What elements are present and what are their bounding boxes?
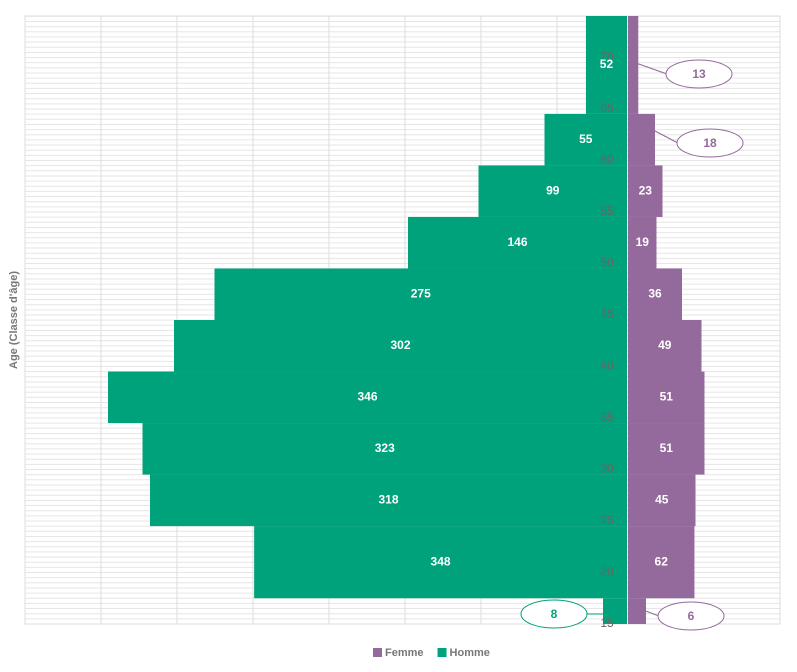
legend-label: Homme [450,647,490,659]
y-tick-label: 25 [600,513,614,527]
legend-swatch [373,648,382,657]
data-label: 318 [378,493,398,507]
data-label: 146 [507,235,527,249]
plot-border [24,15,781,625]
bar [628,268,682,320]
data-label: 323 [375,441,395,455]
bar [628,371,705,424]
callout-leader [632,61,668,75]
bar [478,165,627,217]
data-label: 23 [639,183,653,197]
data-label: 8 [551,607,558,621]
bar [254,526,627,599]
y-tick-label: 50 [600,255,614,269]
data-label: 348 [431,554,451,568]
data-label: 51 [660,441,674,455]
bar [628,474,696,527]
data-label: 52 [600,57,614,71]
y-tick-label: 60 [600,152,614,166]
bar [628,16,639,114]
data-label: 62 [655,554,669,568]
data-label: 302 [390,338,410,352]
bar [628,598,646,624]
callout-leader [642,609,660,617]
bar [628,526,695,599]
data-label: 275 [411,286,431,300]
bar [408,216,627,269]
bar [628,165,663,217]
y-tick-label: 55 [600,204,614,218]
bar [603,598,627,624]
callout [676,128,744,158]
y-tick-label: 20 [600,565,614,579]
data-label: 13 [692,67,706,81]
data-label: 19 [636,235,650,249]
bar [142,423,627,475]
bar [585,16,627,114]
y-axis-title: Age (Classe d'âge) [8,271,20,369]
data-label: 18 [703,136,717,150]
y-tick-label: 15 [600,616,614,630]
y-tick-label: 35 [600,410,614,424]
y-tick-label: 40 [600,359,614,373]
y-tick-label: 70 [600,49,614,63]
data-label: 51 [660,389,674,403]
bar [628,216,657,269]
bar [174,320,627,372]
bar [108,371,627,424]
callout [665,59,733,89]
callout [657,601,725,631]
data-label: 55 [579,132,593,146]
bar [150,474,627,527]
data-label: 6 [688,609,695,623]
y-tick-label: 45 [600,307,614,321]
bar [628,423,705,475]
data-label: 346 [357,389,377,403]
bar [628,320,702,372]
y-tick-label: 65 [600,101,614,115]
bar [628,113,655,166]
data-label: 36 [648,286,662,300]
bar [544,113,627,166]
data-label: 99 [546,183,560,197]
data-label: 49 [658,338,672,352]
callout [520,599,588,629]
callout-leader [654,130,679,144]
legend-label: Femme [385,647,424,659]
data-label: 45 [655,493,669,507]
bar [214,268,627,320]
y-tick-label: 30 [600,462,614,476]
legend-swatch [437,648,447,657]
